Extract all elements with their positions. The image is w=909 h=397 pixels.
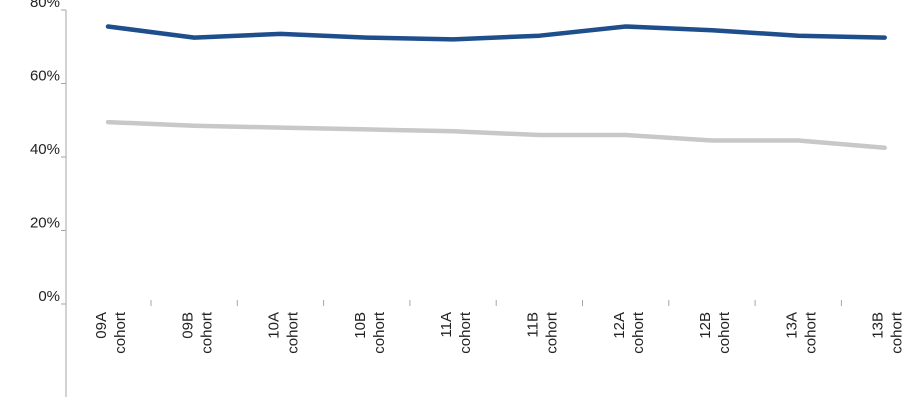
y-tick-label: 20%	[30, 215, 60, 232]
x-category-label: 09B cohort	[179, 311, 215, 354]
x-tick-label-line: 12B	[697, 312, 714, 339]
x-tick-label-line: 09A	[93, 312, 110, 339]
x-category-label: 12A cohort	[611, 311, 647, 354]
x-tick-label-line: cohort	[889, 311, 906, 354]
series-line-2	[108, 122, 885, 148]
x-tick-label-line: cohort	[371, 311, 388, 354]
x-tick-label-line: 11A	[438, 312, 455, 338]
x-tick-label-line: cohort	[457, 311, 474, 354]
x-tick-label-line: cohort	[630, 311, 647, 354]
x-category-label: 13A cohort	[783, 311, 819, 354]
x-category-label: 13B cohort	[870, 311, 906, 354]
x-tick-label-line: cohort	[112, 311, 129, 354]
y-tick-label: 0%	[38, 288, 60, 305]
x-tick-label-line: cohort	[543, 311, 560, 354]
x-tick-label-line: cohort	[716, 311, 733, 354]
x-tick-label-line: cohort	[285, 311, 302, 354]
x-category-label: 09A cohort	[93, 311, 129, 354]
x-tick-label-line: 10A	[266, 312, 283, 339]
x-tick-label-line: 13A	[783, 312, 800, 339]
x-axis: 09A cohort 09B cohort 10A cohort 10B cohort 11A c…	[93, 300, 909, 354]
x-category-label: 11A cohort	[438, 311, 474, 354]
series-line-1	[108, 27, 885, 40]
x-tick-label-line: 10B	[352, 312, 369, 339]
x-category-label: 10B cohort	[352, 311, 388, 354]
x-category-label: 12B cohort	[697, 311, 733, 354]
x-tick-label-line: 09B	[179, 312, 196, 339]
y-tick-label: 60%	[30, 68, 60, 85]
x-category-label: 11B cohort	[524, 311, 560, 354]
y-tick-label: 80%	[30, 0, 60, 11]
x-category-label: 10A cohort	[266, 311, 302, 354]
x-tick-label-line: 13B	[870, 312, 887, 339]
x-tick-label-line: 11B	[524, 312, 541, 338]
x-tick-label-line: cohort	[802, 311, 819, 354]
y-tick-label: 40%	[30, 141, 60, 158]
y-axis: 0% 20% 40% 60% 80%	[30, 0, 66, 397]
x-tick-label-line: cohort	[198, 311, 215, 354]
series-lines	[108, 26, 885, 147]
x-tick-label-line: 12A	[611, 312, 628, 339]
